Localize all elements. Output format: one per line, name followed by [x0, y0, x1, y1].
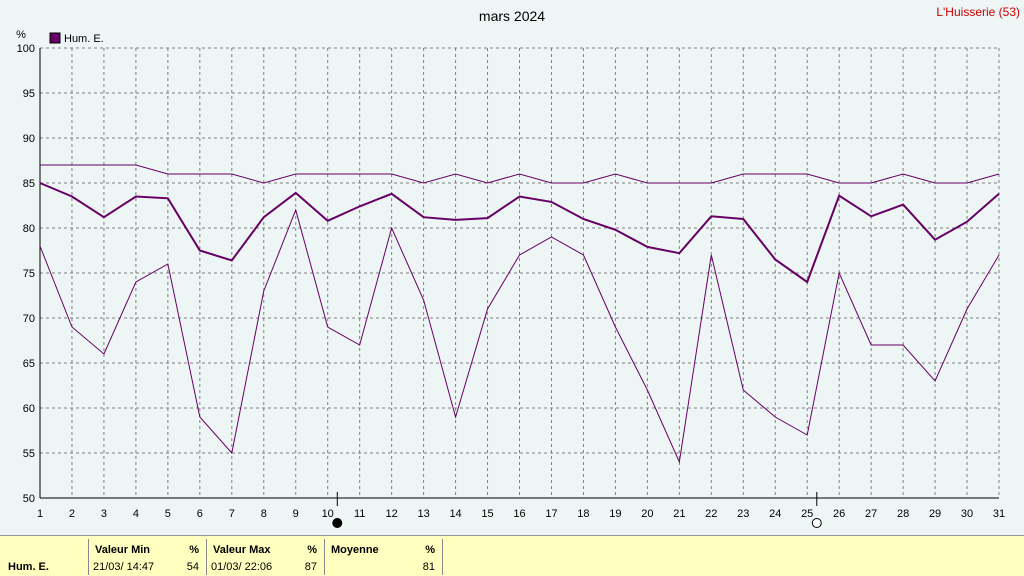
y-tick-label: 70: [23, 313, 35, 325]
mean-header: Moyenne: [331, 544, 379, 556]
min-value: 54: [186, 561, 199, 573]
x-tick-label: 10: [322, 508, 334, 520]
x-tick-label: 17: [545, 508, 557, 520]
x-tick-label: 8: [261, 508, 267, 520]
y-tick-label: 95: [23, 88, 35, 100]
series-lines: [39, 164, 1000, 464]
x-tick-label: 12: [386, 508, 398, 520]
chart-area: mars 2024 L'Huisserie (53) % Hum. E. 50 5…: [0, 0, 1024, 535]
summary-row-label: Hum. E.: [8, 561, 49, 573]
x-tick-label: 15: [481, 508, 493, 520]
y-tick-label: 50: [23, 493, 35, 505]
x-tick-label: 28: [897, 508, 909, 520]
mean-unit: %: [425, 544, 435, 556]
humidity-chart: mars 2024 L'Huisserie (53) % Hum. E. 50 5…: [16, 5, 1020, 528]
y-tick-label: 85: [23, 178, 35, 190]
min-unit: %: [189, 544, 199, 556]
grid-lines: [40, 47, 1000, 498]
mean-value: 81: [422, 561, 435, 573]
x-tick-label: 18: [577, 508, 589, 520]
max-unit: %: [307, 544, 317, 556]
x-tick-label: 11: [354, 508, 365, 520]
full-moon-icon: [811, 518, 822, 528]
x-tick-label: 16: [513, 508, 525, 520]
min-datetime: 21/03/ 14:47: [93, 561, 155, 573]
y-tick-label: 75: [23, 268, 35, 280]
x-tick-label: 26: [833, 508, 845, 520]
mean-box: Moyenne % 81: [324, 539, 441, 575]
series-line-max: [40, 164, 1000, 184]
x-tick-label: 21: [673, 508, 685, 520]
y-tick-label: 100: [17, 43, 35, 55]
x-tick-label: 3: [101, 508, 107, 520]
x-tick-label: 22: [705, 508, 717, 520]
x-tick-label: 6: [197, 508, 203, 520]
min-header: Valeur Min: [95, 544, 151, 556]
series-line-mean: [39, 182, 1000, 284]
x-tick-label: 13: [417, 508, 429, 520]
x-tick-label: 7: [229, 508, 235, 520]
x-tick-label: 23: [737, 508, 749, 520]
max-datetime: 01/03/ 22:06: [211, 561, 273, 573]
empty-box: [442, 539, 1023, 575]
x-tick-label: 19: [609, 508, 621, 520]
x-tick-label: 20: [641, 508, 653, 520]
x-tick-label: 25: [801, 508, 813, 520]
x-tick-label: 30: [961, 508, 973, 520]
legend-label: Hum. E.: [64, 33, 104, 45]
summary-panel: Hum. E. Valeur Min % 21/03/ 14:47 54 Val…: [0, 535, 1024, 576]
y-tick-label: 60: [23, 403, 35, 415]
x-tick-label: 14: [449, 508, 461, 520]
chart-title: mars 2024: [479, 8, 545, 24]
station-name: L'Huisserie (53): [936, 5, 1020, 19]
series-line-min: [39, 208, 1000, 464]
x-tick-label: 5: [165, 508, 171, 520]
x-tick-label: 9: [293, 508, 299, 520]
x-tick-label: 2: [69, 508, 75, 520]
x-tick-label: 31: [993, 508, 1005, 520]
x-tick-label: 1: [37, 508, 43, 520]
max-value: 87: [304, 561, 317, 573]
y-axis-unit: %: [16, 29, 26, 41]
max-box: Valeur Max % 01/03/ 22:06 87: [206, 539, 323, 575]
new-moon-icon: [332, 518, 343, 528]
max-header: Valeur Max: [213, 544, 271, 556]
x-tick-label: 27: [865, 508, 877, 520]
axes: [39, 48, 999, 499]
y-tick-label: 55: [23, 448, 35, 460]
legend-swatch: [49, 32, 61, 44]
x-tick-label: 24: [769, 508, 781, 520]
x-tick-label: 4: [133, 508, 139, 520]
y-tick-label: 80: [23, 223, 35, 235]
y-tick-label: 65: [23, 358, 35, 370]
min-box: Valeur Min % 21/03/ 14:47 54: [88, 539, 205, 575]
y-tick-label: 90: [23, 133, 35, 145]
x-tick-label: 29: [929, 508, 941, 520]
moon-phases: [332, 492, 822, 528]
